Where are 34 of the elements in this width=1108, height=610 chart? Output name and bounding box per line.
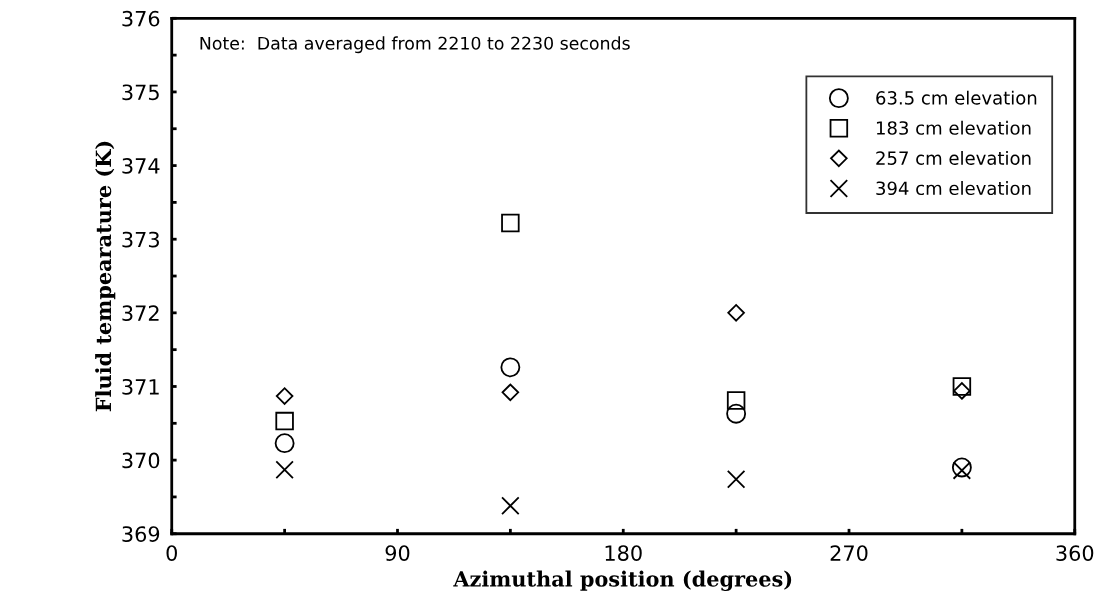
legend-label: 63.5 cm elevation xyxy=(876,90,1037,105)
point xyxy=(275,460,294,479)
point xyxy=(501,383,520,402)
y-axis-title: Fluid tempearature (K) xyxy=(95,141,116,412)
point xyxy=(726,391,746,410)
point xyxy=(500,357,521,378)
x-tick-label: 180 xyxy=(605,545,642,561)
point xyxy=(726,403,747,424)
legend-label: 394 cm elevation xyxy=(876,181,1031,196)
y-tick-label: 371 xyxy=(122,378,159,395)
y-tick-label: 374 xyxy=(122,158,160,174)
point xyxy=(275,387,294,405)
x-tick-label: 90 xyxy=(385,545,410,561)
y-tick-label: 369 xyxy=(122,526,160,542)
point xyxy=(274,433,295,454)
x-axis-title: Azimuthal position (degrees) xyxy=(453,570,792,592)
point xyxy=(727,304,745,322)
point xyxy=(501,213,520,233)
x-tick-label: 0 xyxy=(166,545,177,561)
y-tick-label: 372 xyxy=(122,305,159,322)
point xyxy=(953,382,971,400)
point xyxy=(726,470,746,489)
x-tick-label: 360 xyxy=(1056,545,1094,561)
annotation: Note: Data averaged from 2210 to 2230 seconds xyxy=(200,36,630,54)
y-tick-label: 370 xyxy=(122,452,160,469)
y-tick-label: 373 xyxy=(122,231,159,248)
point xyxy=(501,496,520,516)
legend-label: 257 cm elevation xyxy=(876,150,1031,165)
y-tick-label: 376 xyxy=(122,10,160,27)
x-tick-label: 270 xyxy=(830,545,868,561)
point xyxy=(952,377,972,396)
legend-label: 183 cm elevation xyxy=(876,120,1031,135)
y-tick-label: 375 xyxy=(122,84,159,101)
point xyxy=(275,411,294,431)
